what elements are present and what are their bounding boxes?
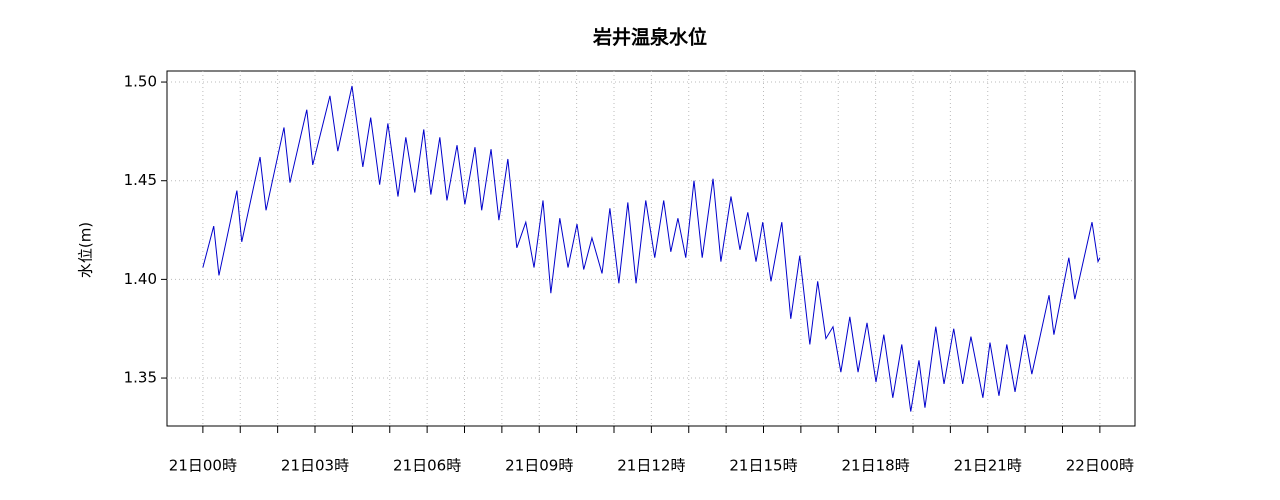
x-tick-label: 21日03時 bbox=[281, 457, 349, 475]
x-tick-label: 21日06時 bbox=[393, 457, 461, 475]
chart-title: 岩井温泉水位 bbox=[592, 26, 707, 49]
x-tick-label: 21日18時 bbox=[842, 457, 910, 475]
x-tick-label: 21日00時 bbox=[169, 457, 237, 475]
y-tick-label: 1.45 bbox=[124, 171, 157, 189]
x-tick-label: 21日15時 bbox=[729, 457, 797, 475]
y-tick-label: 1.35 bbox=[124, 369, 157, 387]
x-tick-label: 21日12時 bbox=[617, 457, 685, 475]
y-tick-label: 1.50 bbox=[124, 73, 157, 91]
y-tick-label: 1.40 bbox=[124, 270, 157, 288]
x-tick-label: 21日09時 bbox=[505, 457, 573, 475]
data-line bbox=[202, 85, 1101, 412]
x-tick-label: 21日21時 bbox=[954, 457, 1022, 475]
x-tick-label: 22日00時 bbox=[1066, 457, 1134, 475]
plot-frame bbox=[166, 70, 1136, 427]
y-axis-label: 水位(m) bbox=[77, 222, 95, 278]
